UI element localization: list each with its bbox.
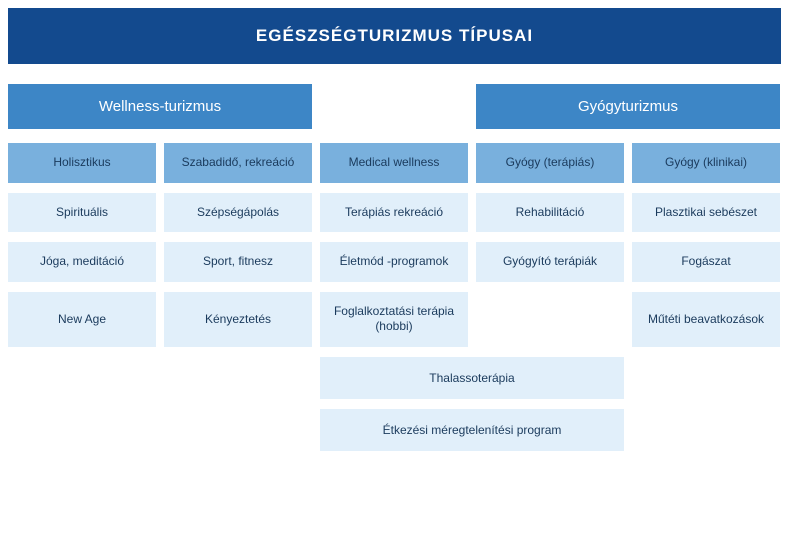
item-0-1: Szépségápolás [164, 193, 312, 233]
item-1-2: Életmód -programok [320, 242, 468, 282]
branch-0: Wellness-turizmus [8, 84, 312, 129]
item-2-1: Kényeztetés [164, 292, 312, 347]
item-2-2: Foglalkoztatási terápia (hobbi) [320, 292, 468, 347]
item-row-1: Jóga, meditációSport, fitneszÉletmód -pr… [8, 242, 781, 282]
wide-cell-0: Thalassoterápia [320, 357, 624, 399]
wide-rows-container: Thalassoterápia Étkezési méregtelenítési … [8, 357, 781, 451]
wide-row-0: Thalassoterápia [8, 357, 781, 399]
item-0-0: Spirituális [8, 193, 156, 233]
item-0-4: Plasztikai sebészet [632, 193, 780, 233]
branch-row: Wellness-turizmus Gyógyturizmus [8, 84, 781, 129]
wide-row-1: Étkezési méregtelenítési program [8, 409, 781, 451]
category-2: Medical wellness [320, 143, 468, 183]
wide-cell-1: Étkezési méregtelenítési program [320, 409, 624, 451]
category-row: HolisztikusSzabadidő, rekreációMedical w… [8, 143, 781, 183]
item-row-2: New AgeKényeztetésFoglalkoztatási terápi… [8, 292, 781, 347]
category-3: Gyógy (terápiás) [476, 143, 624, 183]
item-0-2: Terápiás rekreáció [320, 193, 468, 233]
category-0: Holisztikus [8, 143, 156, 183]
item-0-3: Rehabilitáció [476, 193, 624, 233]
item-1-0: Jóga, meditáció [8, 242, 156, 282]
item-1-3: Gyógyító terápiák [476, 242, 624, 282]
category-1: Szabadidő, rekreáció [164, 143, 312, 183]
item-1-1: Sport, fitnesz [164, 242, 312, 282]
page-title: EGÉSZSÉGTURIZMUS TÍPUSAI [8, 8, 781, 64]
category-4: Gyógy (klinikai) [632, 143, 780, 183]
item-2-4: Műtéti beavatkozások [632, 292, 780, 347]
branch-3: Gyógyturizmus [476, 84, 780, 129]
item-rows-container: SpirituálisSzépségápolásTerápiás rekreác… [8, 193, 781, 347]
item-1-4: Fogászat [632, 242, 780, 282]
item-row-0: SpirituálisSzépségápolásTerápiás rekreác… [8, 193, 781, 233]
item-2-0: New Age [8, 292, 156, 347]
